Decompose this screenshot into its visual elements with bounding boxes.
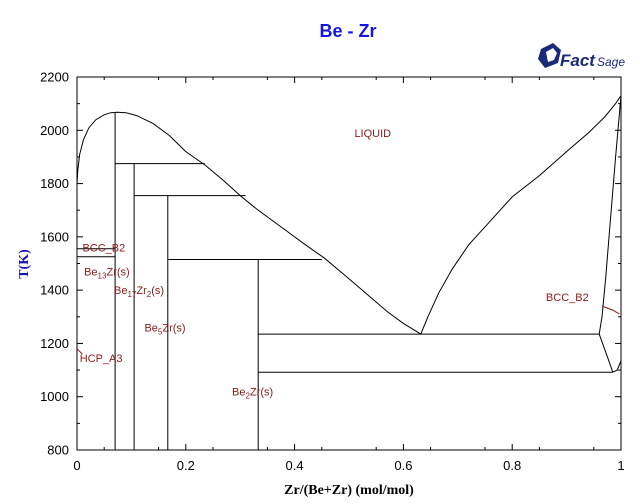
logo-emblem-inner [546,48,557,62]
phase-boundary-18 [601,305,620,315]
phase-boundary-1 [76,111,422,335]
phase-boundary-17 [76,348,83,355]
plot-frame [76,76,622,451]
phase-label-3: Be13Zr(s) [84,266,130,280]
phase-label-1: LIQUID [354,128,391,140]
phase-boundaries [76,95,622,450]
phase-labels: LIQUID BCC_B2 Be13Zr(s) Be17Zr2(s) Be5Zr(s) H… [80,128,589,400]
x-tick-label: 0.2 [177,458,195,473]
y-tick-label: 1000 [40,389,69,404]
y-tick-label: 2200 [40,70,69,85]
phase-label-6: HCP_A3 [80,353,123,365]
y-axis-label: T(K) [17,249,32,279]
phase-label-4: Be17Zr2(s) [114,285,164,299]
y-tick-label: 2000 [40,123,69,138]
phase-boundary-3 [598,95,622,335]
phase-boundary-5 [612,360,622,373]
phase-label-8: BCC_B2 [546,292,589,304]
phase-label-5: Be5Zr(s) [144,322,185,336]
y-tick-label: 1400 [40,283,69,298]
phase-label-7: Be2Zr(s) [232,386,273,400]
y-tick-label: 1600 [40,229,69,244]
y-tick-label: 800 [47,443,69,458]
x-tick-label: 0.6 [394,458,412,473]
phase-boundary-4 [598,333,614,373]
x-tick-label: 0.4 [286,458,304,473]
phase-label-2: BCC_B2 [82,243,125,255]
chart-title: Be - Zr [319,21,376,41]
x-tick-label: 0.8 [503,458,521,473]
logo-text-main: Fact [560,51,596,70]
axis-ticks: 0 0.2 0.4 0.6 0.8 180010001200140016001800200… [40,70,625,474]
phase-boundary-2 [420,95,622,335]
y-tick-label: 1200 [40,336,69,351]
factsage-logo: Fact Sage [538,43,625,70]
x-tick-label: 1 [617,458,624,473]
x-tick-label: 0 [73,458,80,473]
x-axis-label: Zr/(Be+Zr) (mol/mol) [284,483,414,498]
logo-text-sub: Sage [597,55,625,69]
y-tick-label: 1800 [40,176,69,191]
